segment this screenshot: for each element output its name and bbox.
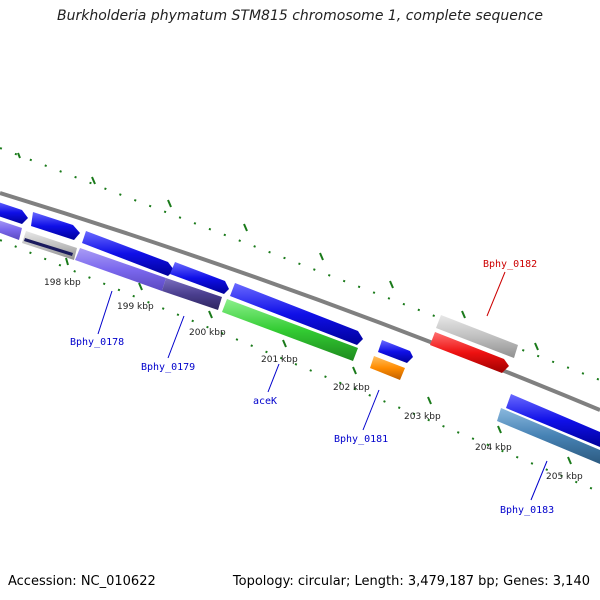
scale-label: 201 kbp [261, 355, 298, 365]
major-tick [461, 310, 466, 319]
gene-arrow-highlighted[interactable] [430, 332, 509, 373]
scale-label: 199 kbp [117, 302, 154, 312]
callout-line [167, 315, 185, 359]
major-tick [138, 282, 143, 291]
major-tick [243, 223, 248, 232]
gene-arrow[interactable] [82, 231, 174, 276]
gene-stripe [24, 238, 73, 256]
minor-ticks [0, 239, 600, 493]
major-tick [497, 425, 502, 434]
major-tick [282, 339, 287, 348]
gene-arrow[interactable] [506, 394, 600, 447]
outer-tick-ring [0, 147, 600, 381]
gene-bar[interactable] [222, 299, 358, 361]
inner-tick-ring [0, 239, 600, 493]
callout-line [362, 389, 380, 431]
scale-label: 205 kbp [546, 472, 583, 482]
gene-bar[interactable] [162, 278, 222, 310]
major-tick [567, 456, 572, 465]
gene-arrow[interactable] [378, 340, 413, 363]
gene-bar[interactable] [0, 219, 22, 240]
major-tick [208, 310, 213, 319]
gene-label[interactable]: Bphy_0181 [334, 434, 388, 445]
chromosome-backbone [0, 191, 600, 412]
gene-label[interactable]: Bphy_0182 [483, 259, 537, 270]
scale-label: 200 kbp [189, 328, 226, 338]
accession-text: Accession: NC_010622 [8, 574, 156, 589]
gene-features [0, 201, 600, 464]
major-tick [427, 396, 432, 405]
gene-bar[interactable] [75, 248, 166, 291]
gene-arrow[interactable] [0, 201, 28, 224]
gene-bar[interactable] [436, 315, 518, 358]
scale-label: 198 kbp [44, 278, 81, 288]
gene-label[interactable]: Bphy_0183 [500, 505, 554, 516]
gene-label[interactable]: Bphy_0179 [141, 362, 195, 373]
scale-label: 202 kbp [333, 383, 370, 393]
major-tick [167, 199, 172, 208]
genome-summary-text: Topology: circular; Length: 3,479,187 bp… [232, 574, 590, 589]
gene-arrow[interactable] [170, 262, 229, 294]
major-tick [389, 280, 394, 289]
major-tick [91, 176, 96, 185]
gene-bar[interactable] [497, 408, 600, 464]
major-tick [534, 342, 539, 351]
major-tick [65, 257, 69, 266]
scale-label: 203 kbp [404, 412, 441, 422]
minor-ticks [0, 147, 600, 381]
callout-line [486, 271, 506, 317]
scale-label: 204 kbp [475, 443, 512, 453]
gene-arrow[interactable] [31, 212, 80, 240]
major-tick [352, 366, 357, 375]
gene-arrow[interactable] [230, 283, 363, 345]
major-tick [319, 252, 324, 261]
callout-line [97, 290, 113, 335]
scale-labels: 198 kbp 199 kbp 200 kbp 201 kbp 202 kbp … [44, 278, 583, 482]
callout-lines [97, 271, 548, 501]
callout-line [267, 363, 280, 393]
gene-labels: Bphy_0178 Bphy_0179 aceK Bphy_0181 Bphy_… [70, 259, 554, 516]
gene-bar[interactable] [370, 356, 405, 380]
callout-line [530, 460, 548, 501]
major-tick [17, 152, 21, 159]
gene-label[interactable]: aceK [253, 396, 277, 407]
map-title: Burkholderia phymatum STM815 chromosome … [56, 8, 543, 24]
gene-label[interactable]: Bphy_0178 [70, 337, 124, 348]
